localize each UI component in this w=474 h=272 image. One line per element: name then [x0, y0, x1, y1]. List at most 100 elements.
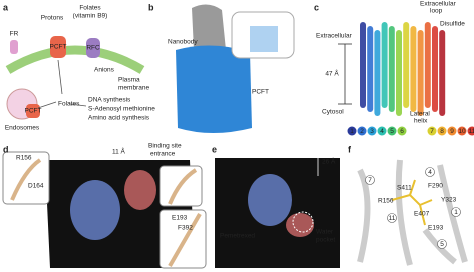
label: D164 — [28, 183, 44, 190]
label: Folates — [58, 101, 80, 108]
label: S411 — [397, 185, 412, 192]
label: Anions — [94, 67, 115, 74]
label: Folates — [79, 5, 101, 12]
fr-protein — [10, 40, 18, 54]
helix-number: 7 — [430, 128, 434, 135]
helix-number-badge — [425, 167, 435, 177]
helix-number: 2 — [360, 128, 364, 135]
arrows — [37, 59, 87, 109]
inset-density — [250, 26, 278, 52]
label: Binding site — [148, 143, 182, 150]
helix-number: 9 — [450, 128, 454, 135]
pcft-density — [176, 45, 252, 133]
helix — [424, 22, 431, 108]
helix-number-badge — [437, 239, 447, 249]
helix-number: 4 — [428, 169, 432, 176]
label: Extracellular — [420, 1, 457, 8]
helix-number-badge — [427, 126, 437, 136]
label: Y323 — [441, 197, 457, 204]
helix — [410, 26, 417, 112]
label: Cytosol — [322, 109, 344, 116]
label: Endosomes — [5, 125, 40, 132]
panel-label: e — [212, 144, 217, 154]
label: R156 — [378, 198, 394, 205]
helix — [388, 26, 395, 112]
label: (vitamin B9) — [73, 13, 108, 20]
helix-number-badge — [437, 126, 447, 136]
helix — [439, 30, 446, 116]
helix-number: 11 — [469, 128, 474, 135]
endosome-pcft-protein — [26, 104, 40, 118]
helix-number-badge — [357, 126, 367, 136]
label: loop — [430, 8, 443, 15]
label: 47 Å — [325, 69, 339, 78]
residues — [391, 179, 433, 226]
nanobody-density — [192, 4, 226, 55]
label: Protons — [41, 15, 64, 22]
label: PCFT — [25, 108, 42, 115]
label: 11 Å — [112, 147, 126, 156]
helix-number: 10 — [458, 128, 466, 135]
label: 26 Å — [322, 157, 336, 166]
helix-number: 1 — [350, 128, 354, 135]
label: FR — [10, 31, 19, 38]
panel-label: b — [148, 2, 154, 12]
helix-number: 3 — [370, 128, 374, 135]
helix-number: 8 — [440, 128, 444, 135]
helix-number-badge — [387, 126, 397, 136]
membrane — [5, 45, 145, 74]
panel-label: f — [348, 144, 352, 154]
label: entrance — [150, 151, 176, 158]
label: Nanobody — [168, 39, 198, 46]
rfc-protein — [86, 38, 100, 58]
panel-label: c — [314, 2, 319, 12]
helix-number-badge — [377, 126, 387, 136]
label: S-Adenosyl methionine — [88, 106, 155, 113]
label: E193 — [172, 215, 188, 222]
helix — [396, 30, 402, 116]
helix-number: 4 — [380, 128, 384, 135]
surface-red — [286, 213, 314, 237]
surface-blue — [70, 180, 120, 240]
helix-number-badge — [447, 126, 457, 136]
label: F392 — [178, 225, 193, 232]
helix — [367, 26, 374, 112]
water-pocket-outline — [292, 211, 314, 233]
helix-number: 5 — [390, 128, 394, 135]
label: Plasma — [118, 77, 140, 84]
panel-label: a — [3, 2, 9, 12]
label: helix — [414, 118, 428, 125]
helix-number-badge — [451, 207, 461, 217]
label: PCFT — [252, 89, 269, 96]
label: R156 — [16, 155, 32, 162]
label: E193 — [428, 225, 444, 232]
helix — [403, 22, 410, 108]
label: Disulfide — [440, 21, 465, 28]
label: Pemetrexed — [220, 233, 255, 240]
helix-cartoon — [10, 158, 202, 267]
label: PCFT — [50, 44, 67, 51]
pcft-protein — [50, 36, 66, 58]
helix — [360, 22, 366, 108]
helix-number-badge — [457, 126, 467, 136]
panel-label: d — [3, 144, 9, 154]
helix-number-badge — [367, 126, 377, 136]
helix — [432, 26, 438, 112]
helix — [374, 30, 381, 116]
helix-number-badge — [467, 126, 474, 136]
label: Extracellular — [316, 33, 353, 40]
helix — [381, 22, 388, 108]
helix-number: 7 — [368, 177, 372, 184]
label: E407 — [414, 211, 430, 218]
helix-number: 11 — [389, 215, 396, 222]
helix — [417, 30, 424, 116]
helix-number: 5 — [440, 241, 444, 248]
label: membrane — [118, 85, 149, 92]
helix-number-badge — [387, 213, 397, 223]
label: F290 — [428, 183, 443, 190]
helix-number-badge — [365, 175, 375, 185]
helix-number-badge — [397, 126, 407, 136]
surface-red — [124, 170, 156, 210]
helix-number: 1 — [454, 209, 458, 216]
